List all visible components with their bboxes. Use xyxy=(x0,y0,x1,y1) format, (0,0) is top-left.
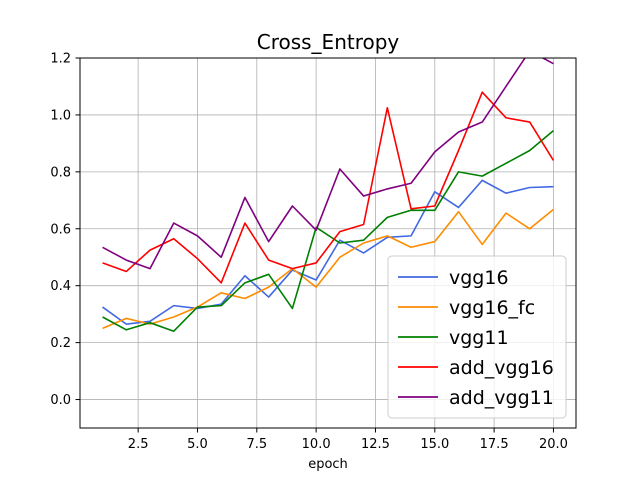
series-line-add_vgg11 xyxy=(102,58,554,270)
x-axis-ticks: 2.5 5.0 7.5 10.0 12.5 15.0 17.5 20.0 xyxy=(128,428,568,452)
legend-label: vgg16 xyxy=(449,267,509,289)
legend-label: vgg16_fc xyxy=(449,297,535,319)
legend-label: add_vgg11 xyxy=(449,387,554,409)
x-tick-label: 17.5 xyxy=(480,437,509,452)
y-tick-label: 0.0 xyxy=(50,393,71,408)
chart-title: Cross_Entropy xyxy=(257,30,400,54)
x-tick-label: 5.0 xyxy=(187,437,208,452)
x-axis-label: epoch xyxy=(308,457,348,472)
y-tick-label: 1.2 xyxy=(50,52,71,67)
y-tick-label: 1.0 xyxy=(50,108,71,123)
series-line-vgg16_fc xyxy=(102,208,554,330)
x-tick-label: 15.0 xyxy=(420,437,449,452)
y-tick-label: 0.6 xyxy=(50,222,71,237)
x-tick-label: 20.0 xyxy=(539,437,568,452)
legend-box xyxy=(387,255,567,419)
series-line-vgg11 xyxy=(102,129,554,333)
x-tick-label: 10.0 xyxy=(302,437,331,452)
x-tick-label: 12.5 xyxy=(361,437,390,452)
series-lines xyxy=(102,58,555,333)
y-axis-ticks: 0.0 0.2 0.4 0.6 0.8 1.0 1.2 xyxy=(50,52,80,408)
y-tick-label: 0.4 xyxy=(50,279,71,294)
x-tick-label: 7.5 xyxy=(246,437,267,452)
series-line-add_vgg16 xyxy=(102,91,555,284)
y-tick-label: 0.8 xyxy=(50,165,71,180)
x-tick-label: 2.5 xyxy=(128,437,149,452)
plot-frame xyxy=(79,57,577,429)
legend: vgg16 vgg16_fc vgg11 add_vgg16 add_vgg11 xyxy=(387,255,567,419)
legend-label: vgg11 xyxy=(449,327,509,349)
y-tick-label: 0.2 xyxy=(50,336,71,351)
series-line-vgg16 xyxy=(102,179,554,325)
legend-label: add_vgg16 xyxy=(449,357,554,379)
